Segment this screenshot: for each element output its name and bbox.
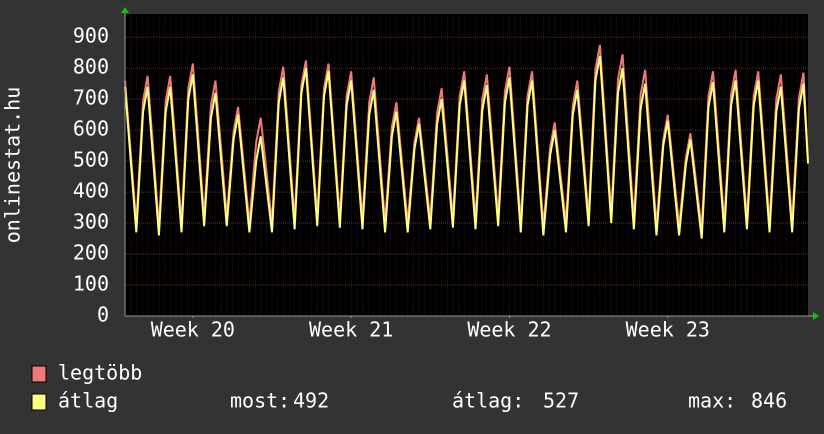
stat-value: 527 xyxy=(543,389,579,413)
y-tick-label: 0 xyxy=(97,303,109,327)
y-tick-label: 500 xyxy=(73,148,109,172)
stat-value: 492 xyxy=(293,389,329,413)
x-tick-label: Week 22 xyxy=(467,318,551,342)
y-tick-label: 100 xyxy=(73,272,109,296)
series-line xyxy=(124,55,809,239)
y-tick-label: 300 xyxy=(73,210,109,234)
y-tick-label: 900 xyxy=(73,24,109,48)
legend-label: átlag xyxy=(58,389,118,413)
y-tick-label: 400 xyxy=(73,179,109,203)
stat-label: most: xyxy=(230,389,290,413)
legend-swatch xyxy=(31,393,47,411)
y-tick-label: 800 xyxy=(73,55,109,79)
legend-swatch xyxy=(31,365,47,383)
y-axis-label: onlinestat.hu xyxy=(1,87,25,244)
stat-label: max: xyxy=(688,389,736,413)
x-tick-label: Week 21 xyxy=(309,318,393,342)
y-tick-label: 600 xyxy=(73,117,109,141)
x-arrow xyxy=(813,312,819,320)
stat-value: 846 xyxy=(751,389,787,413)
y-tick-label: 200 xyxy=(73,241,109,265)
legend-label: legtöbb xyxy=(58,361,142,385)
stat-label: átlag: xyxy=(452,389,524,413)
y-tick-label: 700 xyxy=(73,86,109,110)
y-arrow xyxy=(121,7,129,13)
x-tick-label: Week 23 xyxy=(626,318,710,342)
x-tick-label: Week 20 xyxy=(151,318,235,342)
